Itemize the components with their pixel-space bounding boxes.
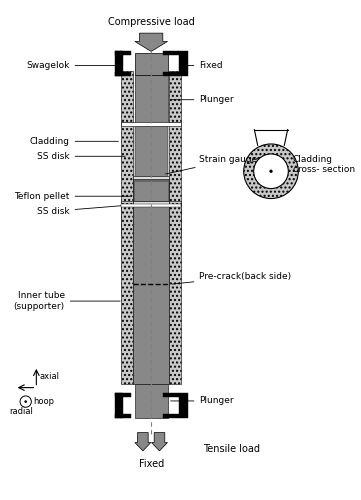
Circle shape xyxy=(244,144,298,199)
Text: Teflon pellet: Teflon pellet xyxy=(14,192,130,200)
Bar xyxy=(133,179,169,201)
Bar xyxy=(121,72,133,123)
Text: Cladding
cross- section: Cladding cross- section xyxy=(293,155,355,174)
Bar xyxy=(133,200,169,384)
Text: Fixed: Fixed xyxy=(139,458,164,468)
Bar xyxy=(121,200,133,384)
Bar xyxy=(114,52,131,56)
Circle shape xyxy=(24,400,27,403)
Text: axial: axial xyxy=(39,372,59,382)
Bar xyxy=(163,72,179,76)
Bar xyxy=(169,122,181,234)
Text: radial: radial xyxy=(9,407,33,416)
Text: Plunger: Plunger xyxy=(171,396,234,406)
FancyArrow shape xyxy=(135,33,168,52)
Bar xyxy=(121,204,181,207)
Bar xyxy=(114,414,131,418)
FancyArrow shape xyxy=(152,432,168,451)
Text: Fixed: Fixed xyxy=(187,61,223,70)
Bar xyxy=(135,384,168,418)
Text: Cladding: Cladding xyxy=(30,137,118,146)
Text: Tensile load: Tensile load xyxy=(203,444,260,454)
Text: SS disk: SS disk xyxy=(37,152,125,161)
Bar xyxy=(114,394,123,418)
Bar xyxy=(133,200,169,205)
Bar xyxy=(133,176,169,180)
Circle shape xyxy=(254,154,288,188)
Bar xyxy=(169,200,181,384)
Bar xyxy=(163,394,179,398)
Text: Strain gauges: Strain gauges xyxy=(166,155,262,174)
Bar xyxy=(135,53,168,74)
FancyArrow shape xyxy=(135,432,151,451)
Bar xyxy=(163,52,179,56)
Bar xyxy=(121,122,133,234)
Bar xyxy=(179,394,188,418)
Bar xyxy=(135,74,168,123)
Text: Inner tube
(supporter): Inner tube (supporter) xyxy=(13,292,120,311)
Text: Compressive load: Compressive load xyxy=(108,18,195,28)
Circle shape xyxy=(269,170,273,173)
Circle shape xyxy=(20,396,31,407)
Bar xyxy=(114,52,123,76)
Text: Plunger: Plunger xyxy=(171,95,234,104)
Bar xyxy=(169,72,181,123)
Bar xyxy=(179,52,188,76)
Bar xyxy=(135,126,168,177)
Bar xyxy=(163,414,179,418)
Text: Swagelok: Swagelok xyxy=(26,61,115,70)
Bar xyxy=(114,72,131,76)
Text: hoop: hoop xyxy=(33,397,54,406)
Text: SS disk: SS disk xyxy=(37,206,125,216)
Bar xyxy=(135,182,168,201)
Text: Pre-crack(back side): Pre-crack(back side) xyxy=(172,272,292,284)
Bar xyxy=(121,122,181,126)
Bar xyxy=(114,394,131,398)
